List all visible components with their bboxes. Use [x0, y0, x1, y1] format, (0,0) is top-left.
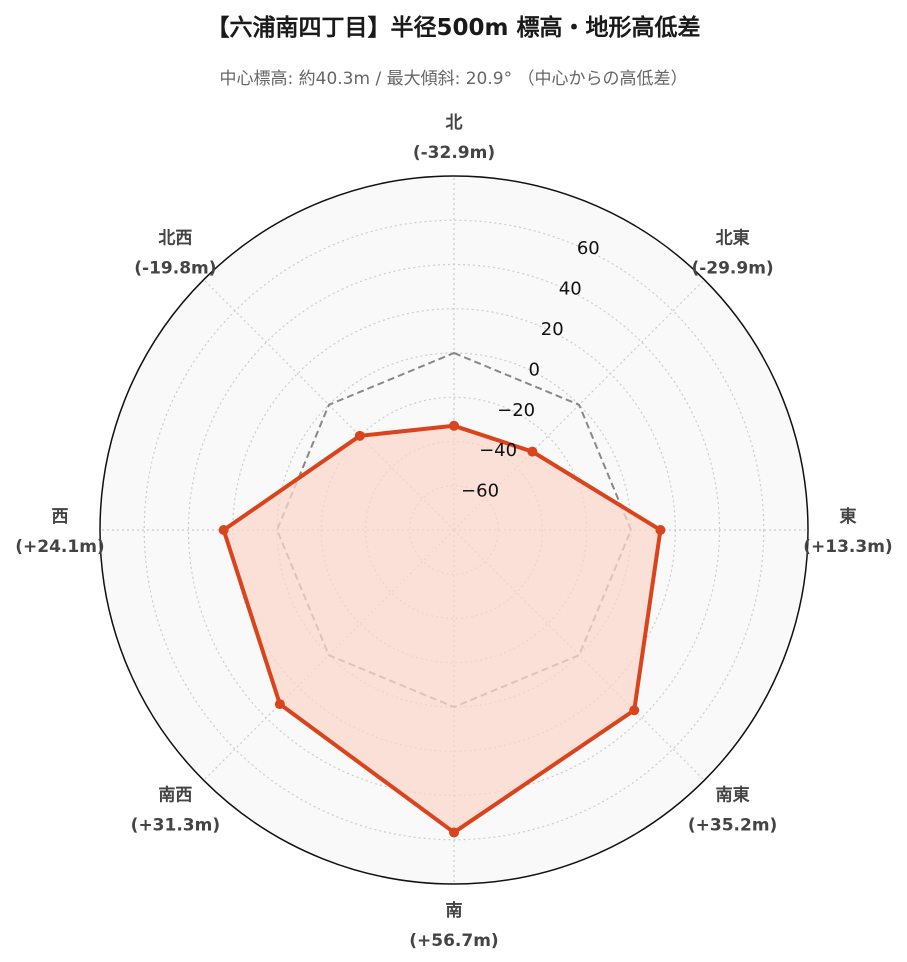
r-tick-label: 40: [559, 279, 582, 300]
chart-title: 【六浦南四丁目】半径500m 標高・地形高低差: [206, 15, 701, 41]
direction-name: 南東: [716, 785, 750, 806]
direction-label: 北西 (-19.8m): [134, 228, 216, 278]
r-tick-label: −40: [479, 440, 517, 461]
direction-label: 北 (-32.9m): [413, 113, 495, 163]
direction-label: 南東 (+35.2m): [688, 785, 777, 836]
data-point-3: [629, 705, 640, 716]
data-point-6: [218, 525, 229, 535]
r-tick-label: −20: [497, 400, 535, 421]
r-tick-label: 0: [528, 359, 539, 380]
grid-circle: [143, 219, 765, 841]
direction-diff: (+24.1m): [15, 537, 104, 557]
direction-diff: (+35.2m): [688, 816, 777, 836]
direction-diff: (+13.3m): [803, 537, 892, 557]
direction-diff: (-32.9m): [413, 143, 495, 163]
direction-name: 北: [446, 113, 463, 133]
r-tick-label: 60: [577, 238, 600, 259]
data-point-5: [274, 699, 285, 710]
data-point-1: [527, 446, 538, 457]
direction-diff: (+56.7m): [409, 931, 498, 951]
direction-name: 南西: [158, 785, 192, 806]
direction-label: 西 (+24.1m): [15, 507, 104, 557]
outer-frame: [99, 175, 809, 885]
data-point-4: [449, 827, 459, 838]
chart-subtitle: 中心標高: 約40.3m / 最大傾斜: 20.9° （中心からの高低差）: [219, 69, 688, 89]
direction-name: 南: [446, 900, 463, 921]
direction-diff: (-29.9m): [691, 258, 773, 278]
direction-diff: (-19.8m): [134, 258, 216, 278]
direction-label: 東 (+13.3m): [803, 506, 892, 557]
direction-label: 南西 (+31.3m): [131, 785, 220, 836]
direction-name: 西: [52, 507, 69, 527]
direction-label: 北東 (-29.9m): [691, 227, 773, 278]
direction-name: 東: [840, 506, 857, 527]
direction-name: 北東: [716, 227, 750, 248]
direction-diff: (+31.3m): [131, 816, 220, 836]
direction-name: 北西: [158, 228, 192, 248]
data-point-7: [354, 430, 365, 441]
data-point-0: [449, 420, 459, 431]
r-tick-label: −60: [461, 481, 499, 502]
direction-label: 南 (+56.7m): [409, 900, 498, 951]
r-tick-label: 20: [541, 319, 564, 340]
data-point-2: [655, 525, 666, 535]
series-area: [223, 425, 661, 833]
